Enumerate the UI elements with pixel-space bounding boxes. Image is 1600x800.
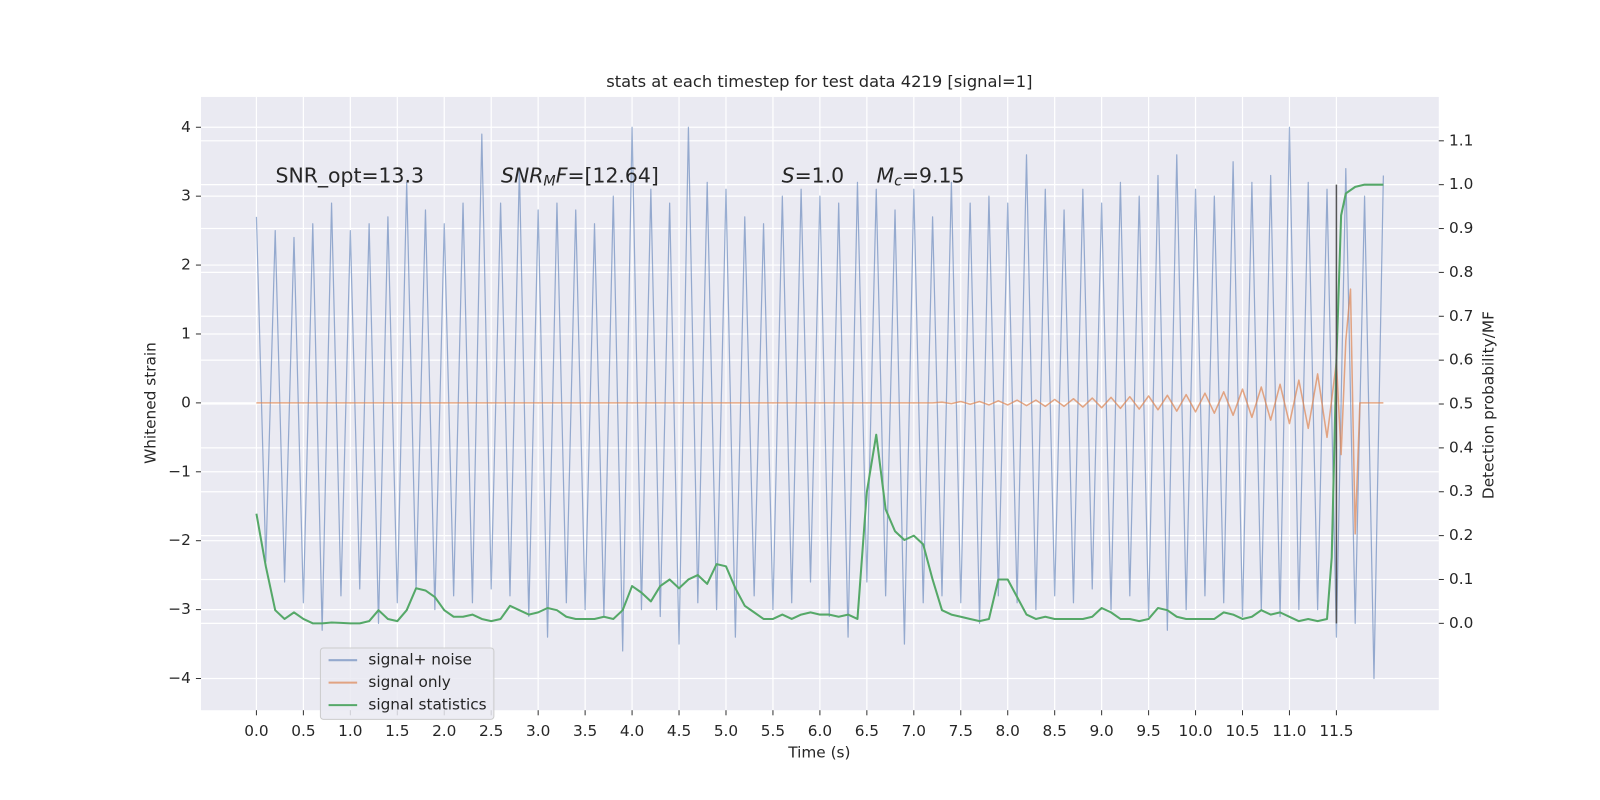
x-tick-label: 7.5 [949,722,973,740]
x-tick-label: 5.5 [761,722,785,740]
x-tick-label: 9.5 [1136,722,1160,740]
x-tick-label: 8.0 [996,722,1020,740]
y-tick-label: 3 [181,187,191,205]
x-axis-label: Time (s) [787,744,850,762]
legend-label: signal+ noise [368,651,472,669]
annotation-part: M [877,164,895,188]
y2-tick-label: 1.1 [1449,131,1473,149]
y-tick-label: 1 [181,324,191,342]
x-tick-label: 0.0 [244,722,268,740]
y2-tick-label: 0.8 [1449,263,1473,281]
x-tick-label: 8.5 [1043,722,1067,740]
y2-tick-label: 0.0 [1449,614,1473,632]
x-tick-label: 10.5 [1225,722,1259,740]
annotation: Mc=9.15 [877,164,965,190]
x-tick-label: 6.5 [855,722,879,740]
y2-axis-label: Detection probability/MF [1479,311,1497,499]
legend-box [319,647,495,720]
annotation-part: S [782,164,795,188]
annotation: S=1.0 [782,164,844,188]
y2-tick-label: 1.0 [1449,175,1473,193]
y-tick-label: −2 [168,531,191,549]
y-tick-label: −4 [168,669,191,687]
y-tick-label: −1 [168,462,191,480]
x-tick-label: 4.5 [667,722,691,740]
legend-label: signal only [368,673,450,691]
y-tick-label: 2 [181,256,191,274]
x-tick-label: 2.5 [479,722,503,740]
annotation-part: c [894,174,902,190]
y2-tick-label: 0.5 [1449,395,1473,413]
x-tick-label: 9.0 [1089,722,1113,740]
x-tick-label: 2.0 [432,722,456,740]
chart-title: stats at each timestep for test data 421… [606,72,1032,91]
y2-tick-label: 0.4 [1449,438,1473,456]
series-line [255,183,1384,625]
x-tick-label: 3.0 [526,722,550,740]
y2-tick-label: 0.9 [1449,219,1473,237]
annotation-part: F [556,164,568,188]
y-tick-label: −3 [168,600,191,618]
annotation-part: =1.0 [795,164,845,188]
x-tick-label: 0.5 [291,722,315,740]
annotation-part: =[12.64] [567,164,658,188]
x-tick-label: 7.0 [902,722,926,740]
legend-label: signal statistics [368,696,486,714]
y-tick-label: 4 [181,118,191,136]
y-tick-label: 0 [181,393,191,411]
y2-tick-label: 0.3 [1449,482,1473,500]
series-line [256,288,1384,535]
x-tick-label: 3.5 [573,722,597,740]
y2-tick-label: 0.1 [1449,570,1473,588]
annotation-part: =9.15 [902,164,965,188]
x-tick-label: 10.0 [1179,722,1213,740]
annotation: SNR_opt=13.3 [276,164,424,189]
x-tick-label: 1.0 [338,722,362,740]
y2-tick-label: 0.2 [1449,526,1473,544]
annotation: SNRMF=[12.64] [501,164,659,190]
y2-tick-label: 0.6 [1449,351,1473,369]
x-tick-label: 11.0 [1272,722,1306,740]
x-tick-label: 6.0 [808,722,832,740]
annotation-part: M [543,174,555,190]
x-tick-label: 5.0 [714,722,738,740]
x-tick-label: 4.0 [620,722,644,740]
series-line [255,126,1384,680]
x-tick-label: 11.5 [1319,722,1353,740]
y2-tick-label: 0.7 [1449,307,1473,325]
y-axis-label: Whitened strain [142,342,160,464]
annotation-part: SNR [501,164,543,188]
annotation-part: SNR_opt=13.3 [276,164,424,189]
x-tick-label: 1.5 [385,722,409,740]
